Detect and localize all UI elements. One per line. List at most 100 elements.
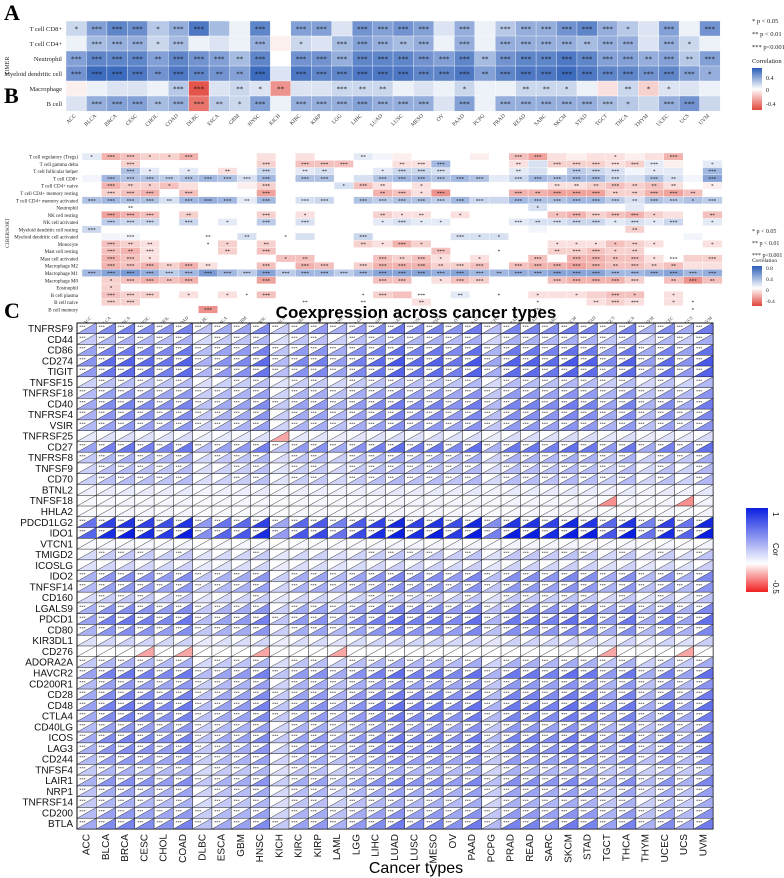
significance-mark: *** <box>272 691 278 696</box>
heatmap-cell <box>198 247 219 256</box>
heatmap-cell <box>256 305 277 314</box>
significance-mark: *** <box>272 368 278 373</box>
significance-mark: *** <box>91 41 102 49</box>
heatmap-cell <box>236 240 258 249</box>
significance-mark: *** <box>233 669 239 674</box>
significance-mark: *** <box>330 723 336 728</box>
heatmap-cell <box>450 225 471 234</box>
significance-mark: *** <box>214 421 220 426</box>
heatmap-cell <box>392 181 413 190</box>
significance-mark: *** <box>523 529 529 534</box>
significance-mark: *** <box>79 723 85 728</box>
significance-mark: *** <box>534 264 542 270</box>
significance-mark: *** <box>311 572 317 577</box>
heatmap-cell <box>663 210 684 219</box>
significance-mark: *** <box>156 626 162 631</box>
significance-mark: *** <box>600 712 606 717</box>
heatmap-cell <box>314 283 335 292</box>
significance-mark: *** <box>696 400 702 405</box>
significance-mark: *** <box>619 626 625 631</box>
significance-mark: *** <box>311 626 317 631</box>
significance-mark: *** <box>127 155 135 161</box>
significance-mark: * <box>653 256 656 262</box>
significance-mark: *** <box>600 691 606 696</box>
significance-mark: *** <box>445 529 451 534</box>
heatmap-cell <box>353 203 374 212</box>
heatmap-cell <box>430 181 451 190</box>
significance-mark: *** <box>426 454 432 459</box>
significance-mark: *** <box>542 518 548 523</box>
heatmap-cell <box>275 196 296 205</box>
significance-mark: *** <box>619 475 625 480</box>
heatmap-cell <box>586 232 607 241</box>
heatmap-cell <box>65 80 87 97</box>
significance-mark: * <box>647 86 651 94</box>
significance-mark: ** <box>225 169 231 175</box>
heatmap-cell <box>413 80 435 97</box>
significance-mark: *** <box>272 443 278 448</box>
heatmap-cell <box>450 283 471 292</box>
significance-mark: *** <box>311 583 317 588</box>
significance-mark: * <box>156 41 160 49</box>
significance-mark: *** <box>107 242 115 248</box>
heatmap-cell <box>139 283 161 292</box>
significance-mark: *** <box>79 357 85 362</box>
significance-mark: *** <box>330 529 336 534</box>
significance-mark: *** <box>503 691 509 696</box>
heatmap-cell <box>270 50 292 67</box>
heatmap-cell <box>178 247 199 256</box>
significance-mark: *** <box>99 389 105 394</box>
significance-mark: *** <box>573 169 581 175</box>
significance-mark: *** <box>561 551 567 556</box>
significance-mark: * <box>708 71 712 79</box>
significance-mark: *** <box>523 551 529 556</box>
significance-mark: *** <box>602 101 613 109</box>
heatmap-cell <box>139 160 161 169</box>
significance-mark: *** <box>253 325 259 330</box>
heatmap-cell <box>314 152 335 161</box>
significance-mark: *** <box>359 184 367 190</box>
heatmap-cell <box>683 254 704 263</box>
significance-mark: *** <box>696 583 702 588</box>
significance-mark: *** <box>233 615 239 620</box>
heatmap-cell <box>566 152 587 161</box>
significance-mark: ** <box>481 71 489 79</box>
heatmap-cell <box>702 283 723 292</box>
significance-mark: *** <box>445 583 451 588</box>
significance-mark: *** <box>194 56 205 64</box>
significance-mark: ** <box>516 162 522 168</box>
significance-mark: *** <box>600 583 606 588</box>
heatmap-cell <box>65 35 87 52</box>
significance-mark: *** <box>465 465 471 470</box>
significance-mark: *** <box>619 605 625 610</box>
significance-mark: *** <box>359 235 367 241</box>
significance-mark: * <box>688 41 692 49</box>
significance-mark: *** <box>137 465 143 470</box>
significance-mark: *** <box>253 658 259 663</box>
significance-mark: *** <box>573 278 581 284</box>
significance-mark: *** <box>340 271 348 277</box>
significance-mark: ** <box>361 155 367 161</box>
heatmap-cell <box>139 203 161 212</box>
significance-mark: *** <box>407 378 413 383</box>
significance-mark: *** <box>523 701 529 706</box>
significance-mark: *** <box>407 551 413 556</box>
significance-mark: *** <box>291 701 297 706</box>
significance-mark: *** <box>388 691 394 696</box>
heatmap-cell <box>527 276 548 285</box>
significance-mark: *** <box>600 325 606 330</box>
significance-mark: *** <box>99 518 105 523</box>
significance-mark: *** <box>368 325 374 330</box>
heatmap-cell <box>314 290 335 299</box>
significance-mark: *** <box>407 411 413 416</box>
significance-mark: *** <box>330 615 336 620</box>
significance-mark: *** <box>118 712 124 717</box>
significance-mark: *** <box>349 615 355 620</box>
significance-mark: *** <box>677 572 683 577</box>
significance-mark: *** <box>445 421 451 426</box>
significance-mark: ** <box>535 220 541 226</box>
heatmap-cell <box>450 189 471 198</box>
significance-mark: *** <box>349 357 355 362</box>
significance-mark: * <box>672 300 675 306</box>
heatmap-cell <box>314 218 335 227</box>
